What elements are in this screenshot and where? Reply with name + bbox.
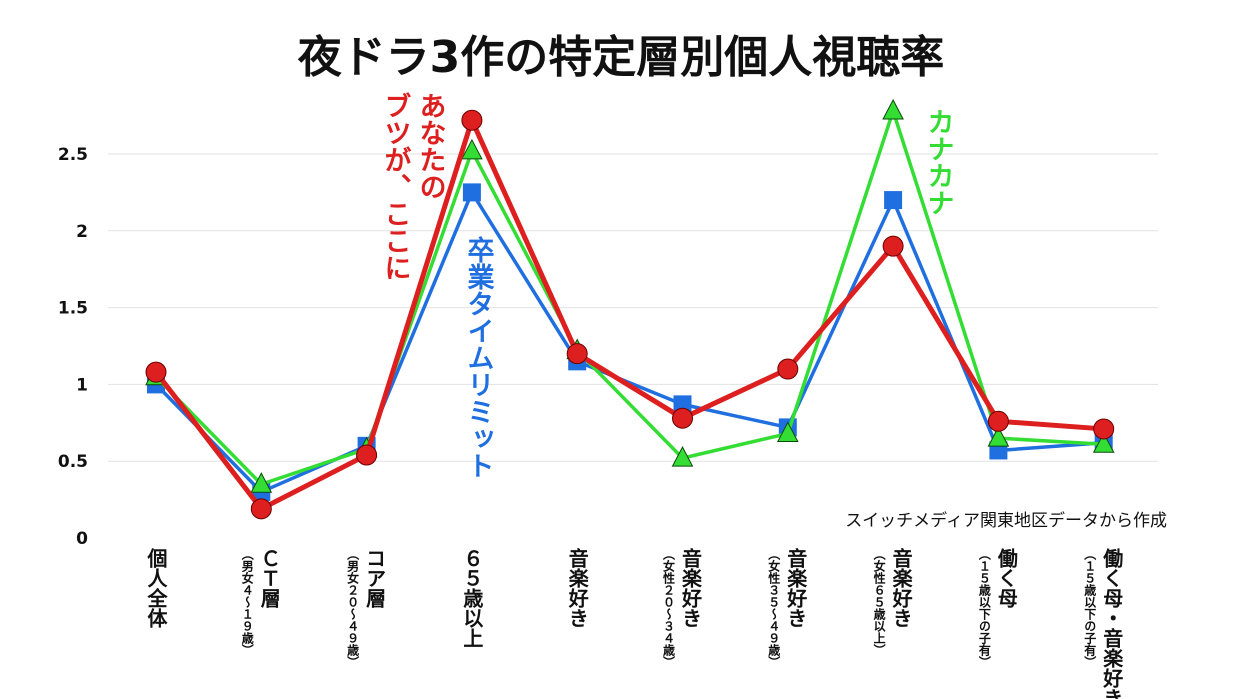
x-category-main: 音楽好き (784, 547, 808, 628)
series-line (154, 117, 1104, 512)
series-triangle (145, 98, 1115, 493)
series-line (154, 109, 1104, 486)
x-axis: 個人全体 ＣＴ層（男女４〜１９歳） コア層（男女２０〜４９歳） ６５歳以上 音楽好き 音楽… (144, 547, 1124, 699)
x-category-label: 働く母・音楽好き（１５歳以下の子有） (1083, 548, 1124, 699)
y-tick-label: 1.5 (58, 299, 88, 319)
x-category-sub: （女性３５〜４９歳） (767, 548, 781, 668)
data-point (145, 361, 167, 383)
x-category-main: 働く母・音楽好き (1100, 548, 1124, 699)
data-point (987, 426, 1010, 447)
x-category-main: 働く母 (994, 548, 1018, 608)
series-group (145, 98, 1115, 520)
data-point (566, 343, 588, 365)
x-category-label: 個人全体 (144, 548, 168, 629)
data-point (777, 358, 799, 380)
data-point (882, 98, 904, 120)
x-category-label: 音楽好き（女性３５〜４９歳） (767, 547, 808, 668)
data-point (882, 235, 904, 257)
series-label: 卒業タイムリミット (463, 235, 495, 479)
gridlines (108, 153, 1158, 462)
x-category-sub: （女性２０〜３４歳） (662, 548, 676, 668)
y-axis: 0 0.5 1 1.5 2 2.5 (58, 145, 88, 549)
x-category-main: ＣＴ層 (257, 548, 281, 609)
data-point (1092, 432, 1115, 453)
series-label: ブツが、ここに (380, 91, 411, 281)
data-point (672, 407, 693, 429)
series-label: カナカナ (923, 108, 954, 216)
data-point (250, 498, 272, 520)
x-category-main: 音楽好き (679, 547, 703, 628)
data-point (461, 109, 483, 131)
x-category-sub: （男女４〜１９歳） (240, 548, 254, 656)
chart-title: 夜ドラ3作の特定層別個人視聴率 (297, 32, 945, 83)
x-category-label: 音楽好き（女性２０〜３４歳） (662, 547, 703, 668)
x-category-sub: （１５歳以下の子有） (977, 548, 991, 668)
x-category-label: 音楽好き（女性６５歳以上） (872, 547, 913, 656)
x-category-main: 個人全体 (144, 548, 168, 629)
data-point (462, 183, 481, 202)
data-point (776, 421, 799, 443)
x-category-main: コア層 (363, 548, 387, 609)
y-tick-label: 0 (76, 529, 88, 549)
data-point (671, 446, 694, 467)
data-point (356, 444, 378, 466)
x-category-label: コア層（男女２０〜４９歳） (346, 548, 387, 668)
y-tick-label: 2.5 (58, 145, 88, 165)
data-point (250, 472, 273, 493)
data-point (461, 138, 483, 160)
y-tick-label: 1 (76, 375, 88, 395)
series-circle (145, 109, 1115, 520)
series-label: あなたの (415, 92, 446, 200)
x-category-sub: （男女２０〜４９歳） (346, 548, 360, 668)
x-category-label: ６５歳以上 (460, 548, 484, 648)
x-category-label: 音楽好き (565, 547, 589, 628)
x-category-label: 働く母（１５歳以下の子有） (977, 548, 1018, 668)
data-point (987, 410, 1009, 432)
x-category-main: 音楽好き (565, 547, 589, 628)
data-point (1093, 418, 1115, 440)
source-note: スイッチメディア関東地区データから作成 (845, 510, 1167, 531)
data-point (884, 191, 903, 210)
x-category-label: ＣＴ層（男女４〜１９歳） (240, 548, 281, 656)
y-tick-label: 2 (76, 222, 88, 242)
series-line (154, 190, 1104, 494)
x-category-main: ６５歳以上 (460, 548, 484, 648)
x-category-sub: （女性６５歳以上） (872, 548, 886, 656)
x-category-main: 音楽好き (889, 547, 913, 628)
x-category-sub: （１５歳以下の子有） (1083, 548, 1097, 668)
y-tick-label: 0.5 (58, 452, 88, 472)
